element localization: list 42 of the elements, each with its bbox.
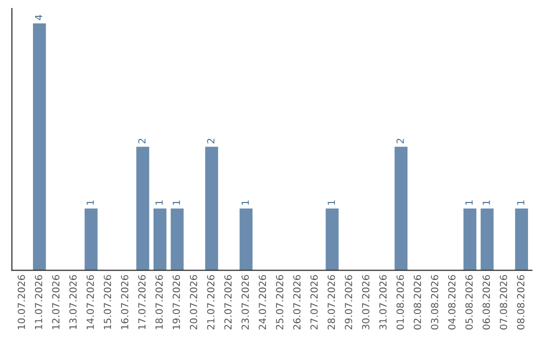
data-label: 2 (138, 138, 146, 144)
x-tick-label: 01.08.2026 (396, 275, 404, 330)
x-tick-label: 20.07.2026 (190, 275, 198, 330)
x-tick-label: 13.07.2026 (69, 275, 77, 330)
data-label: 1 (156, 200, 163, 205)
data-label: 1 (242, 200, 249, 205)
x-tick-label: 18.07.2026 (155, 275, 163, 330)
x-tick-label: 15.07.2026 (104, 275, 112, 330)
x-tick-label: 06.08.2026 (482, 275, 490, 330)
data-label: 1 (482, 200, 490, 205)
data-label: 1 (328, 200, 335, 205)
x-tick-label: 11.07.2026 (34, 275, 42, 330)
x-tick-label: 19.07.2026 (172, 275, 180, 330)
x-tick-label: 31.07.2026 (379, 275, 387, 330)
data-label: 1 (466, 200, 473, 205)
x-tick-label: 30.07.2026 (362, 275, 370, 330)
x-tick-label: 12.07.2026 (52, 275, 60, 330)
x-tick-label: 08.08.2026 (517, 275, 524, 330)
x-tick-label: 24.07.2026 (258, 275, 266, 330)
x-tick-label: 17.07.2026 (138, 275, 146, 330)
x-tick-label: 16.07.2026 (120, 275, 128, 330)
x-tick-label: 03.08.2026 (430, 275, 438, 330)
x-tick-label: 26.07.2026 (293, 275, 301, 330)
data-label: 1 (86, 200, 94, 205)
data-label: 1 (172, 200, 180, 205)
data-label: 4 (35, 14, 42, 20)
x-tick-label: 29.07.2026 (344, 275, 352, 330)
x-tick-label: 04.08.2026 (448, 275, 456, 330)
x-tick-label: 05.08.2026 (465, 275, 473, 330)
data-label: 2 (396, 138, 404, 144)
x-tick-label: 25.07.2026 (276, 275, 284, 330)
x-tick-label: 02.08.2026 (414, 275, 422, 330)
data-label: 1 (517, 200, 524, 205)
x-tick-label: 23.07.2026 (242, 275, 249, 330)
x-tick-label: 10.07.2026 (18, 275, 26, 330)
x-tick-label: 27.07.2026 (310, 275, 318, 330)
x-tick-label: 22.07.2026 (224, 275, 232, 330)
data-label: 2 (207, 138, 214, 144)
x-tick-label: 07.08.2026 (500, 275, 508, 330)
x-tick-label: 14.07.2026 (86, 275, 94, 330)
x-tick-label: 28.07.2026 (328, 275, 335, 330)
x-tick-label: 21.07.2026 (207, 275, 214, 330)
